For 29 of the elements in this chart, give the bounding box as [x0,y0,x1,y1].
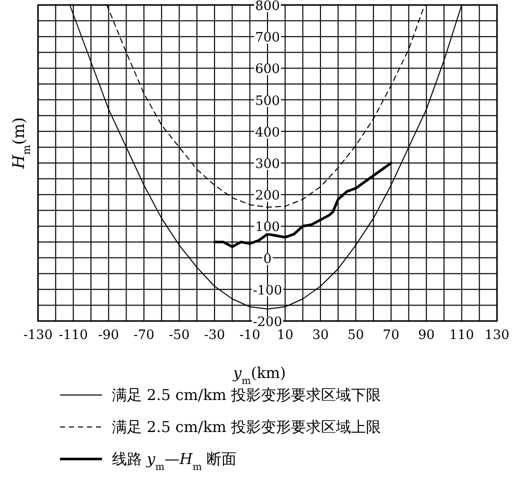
x-tick-label: 90 [418,328,435,343]
x-tick-label: 110 [449,328,474,343]
x-tick-label: 70 [382,328,400,343]
y-tick-label: 600 [255,62,280,78]
legend-label: 线路 y$_{m}$—H$_{m}$ 断面 [112,450,237,472]
y-tick-label: 700 [255,30,280,46]
legend-label: 满足 2.5 cm/km 投影变形要求区域上限 [112,418,382,436]
x-tick-label: -50 [168,328,190,343]
y-tick-label: 100 [255,220,280,236]
y-tick-label: 500 [255,94,280,109]
x-tick-label: -130 [23,328,53,343]
legend-label: 满足 2.5 cm/km 投影变形要求区域下限 [112,386,382,404]
y-tick-label: -100 [252,283,282,298]
x-tick-label: -10 [239,328,260,343]
y-tick-label: 800 [255,0,280,14]
y-tick-label: 200 [255,188,280,204]
x-tick-label: 30 [312,328,329,343]
x-tick-label: -90 [98,328,120,343]
y-tick-label: 300 [255,157,280,172]
x-tick-label: -30 [204,328,226,343]
x-tick-label: 130 [484,328,510,343]
y-tick-label: 400 [255,125,280,140]
x-tick-label: 10 [276,328,294,343]
x-tick-label: 50 [347,328,364,343]
x-axis-title: y$_{m}$(km) [232,364,286,386]
y-tick-label: -200 [252,315,282,330]
x-tick-label: -70 [133,328,154,343]
x-tick-label: -110 [58,328,88,343]
y-tick-label: 0 [263,252,272,267]
